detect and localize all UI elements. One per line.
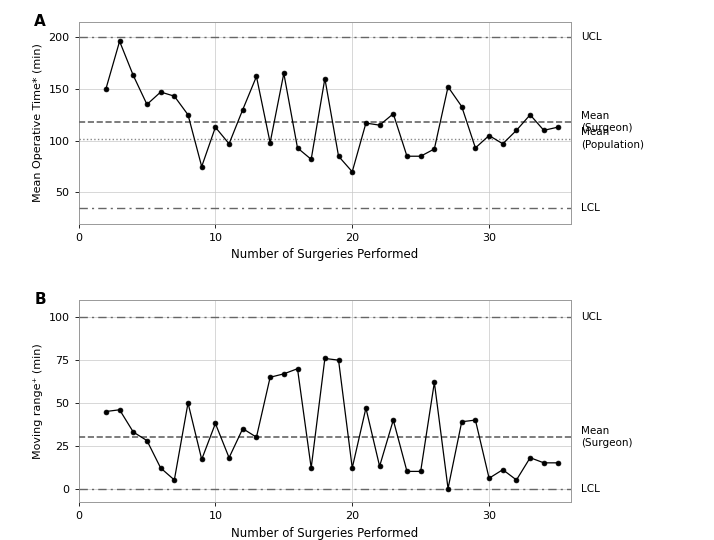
Text: UCL: UCL bbox=[581, 32, 602, 42]
Text: A: A bbox=[34, 14, 46, 29]
Y-axis label: Moving range⁺ (min): Moving range⁺ (min) bbox=[33, 343, 43, 459]
X-axis label: Number of Surgeries Performed: Number of Surgeries Performed bbox=[231, 527, 418, 540]
Text: LCL: LCL bbox=[581, 483, 600, 494]
Text: Mean
(Surgeon): Mean (Surgeon) bbox=[581, 426, 633, 448]
Text: LCL: LCL bbox=[581, 203, 600, 213]
Text: UCL: UCL bbox=[581, 312, 602, 322]
Text: B: B bbox=[34, 292, 46, 307]
Y-axis label: Mean Operative Time* (min): Mean Operative Time* (min) bbox=[33, 43, 43, 202]
Text: Mean
(Surgeon): Mean (Surgeon) bbox=[581, 111, 633, 133]
Text: Mean
(Population): Mean (Population) bbox=[581, 127, 644, 150]
X-axis label: Number of Surgeries Performed: Number of Surgeries Performed bbox=[231, 248, 418, 261]
